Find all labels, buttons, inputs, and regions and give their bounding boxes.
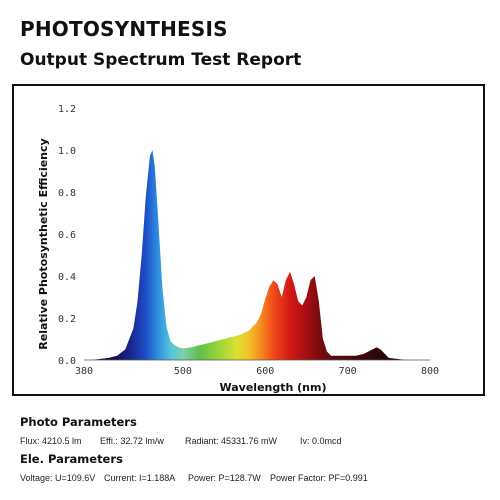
flux-value: Flux: 4210.5 lm <box>20 436 82 446</box>
iv-value: Iv: 0.0mcd <box>300 436 342 446</box>
current-value: Current: I=1.188A <box>104 473 176 483</box>
spectrum-chart: 0.0 0.2 0.4 0.6 0.8 1.0 1.2 380 500 600 700 800 Wa… <box>37 104 439 394</box>
y-tick-label: 0.2 <box>58 314 76 325</box>
y-tick-label: 0.0 <box>58 356 76 367</box>
spectrum-area <box>92 150 414 360</box>
power-factor-value: Power Factor: PF=0.991 <box>270 473 368 483</box>
y-axis-label: Relative Photosynthetic Efficiency <box>37 138 50 349</box>
photo-parameters-heading: Photo Parameters <box>20 415 137 429</box>
y-tick-label: 1.0 <box>58 146 76 157</box>
x-tick-label: 380 <box>75 366 93 377</box>
ele-parameters-heading: Ele. Parameters <box>20 452 123 466</box>
voltage-value: Voltage: U=109.6V <box>20 473 96 483</box>
photo-parameters-row: Flux: 4210.5 lm Effi.: 32.72 lm/w Radian… <box>20 436 490 450</box>
y-tick-label: 0.6 <box>58 230 76 241</box>
y-tick-label: 0.8 <box>58 188 76 199</box>
report-title: PHOTOSYNTHESIS <box>20 17 228 41</box>
x-tick-label: 800 <box>421 366 439 377</box>
x-axis-label: Wavelength (nm) <box>220 381 327 394</box>
x-tick-label: 500 <box>174 366 192 377</box>
y-tick-label: 0.4 <box>58 272 76 283</box>
radiant-value: Radiant: 45331.76 mW <box>185 436 278 446</box>
ele-parameters-row: Voltage: U=109.6V Current: I=1.188A Powe… <box>20 473 490 487</box>
efficacy-value: Effi.: 32.72 lm/w <box>100 436 164 446</box>
x-tick-label: 600 <box>256 366 274 377</box>
x-tick-label: 700 <box>339 366 357 377</box>
y-tick-label: 1.2 <box>58 104 76 115</box>
report-subtitle: Output Spectrum Test Report <box>20 50 302 70</box>
power-value: Power: P=128.7W <box>188 473 261 483</box>
chart-frame: 0.0 0.2 0.4 0.6 0.8 1.0 1.2 380 500 600 700 800 Wa… <box>12 84 485 396</box>
